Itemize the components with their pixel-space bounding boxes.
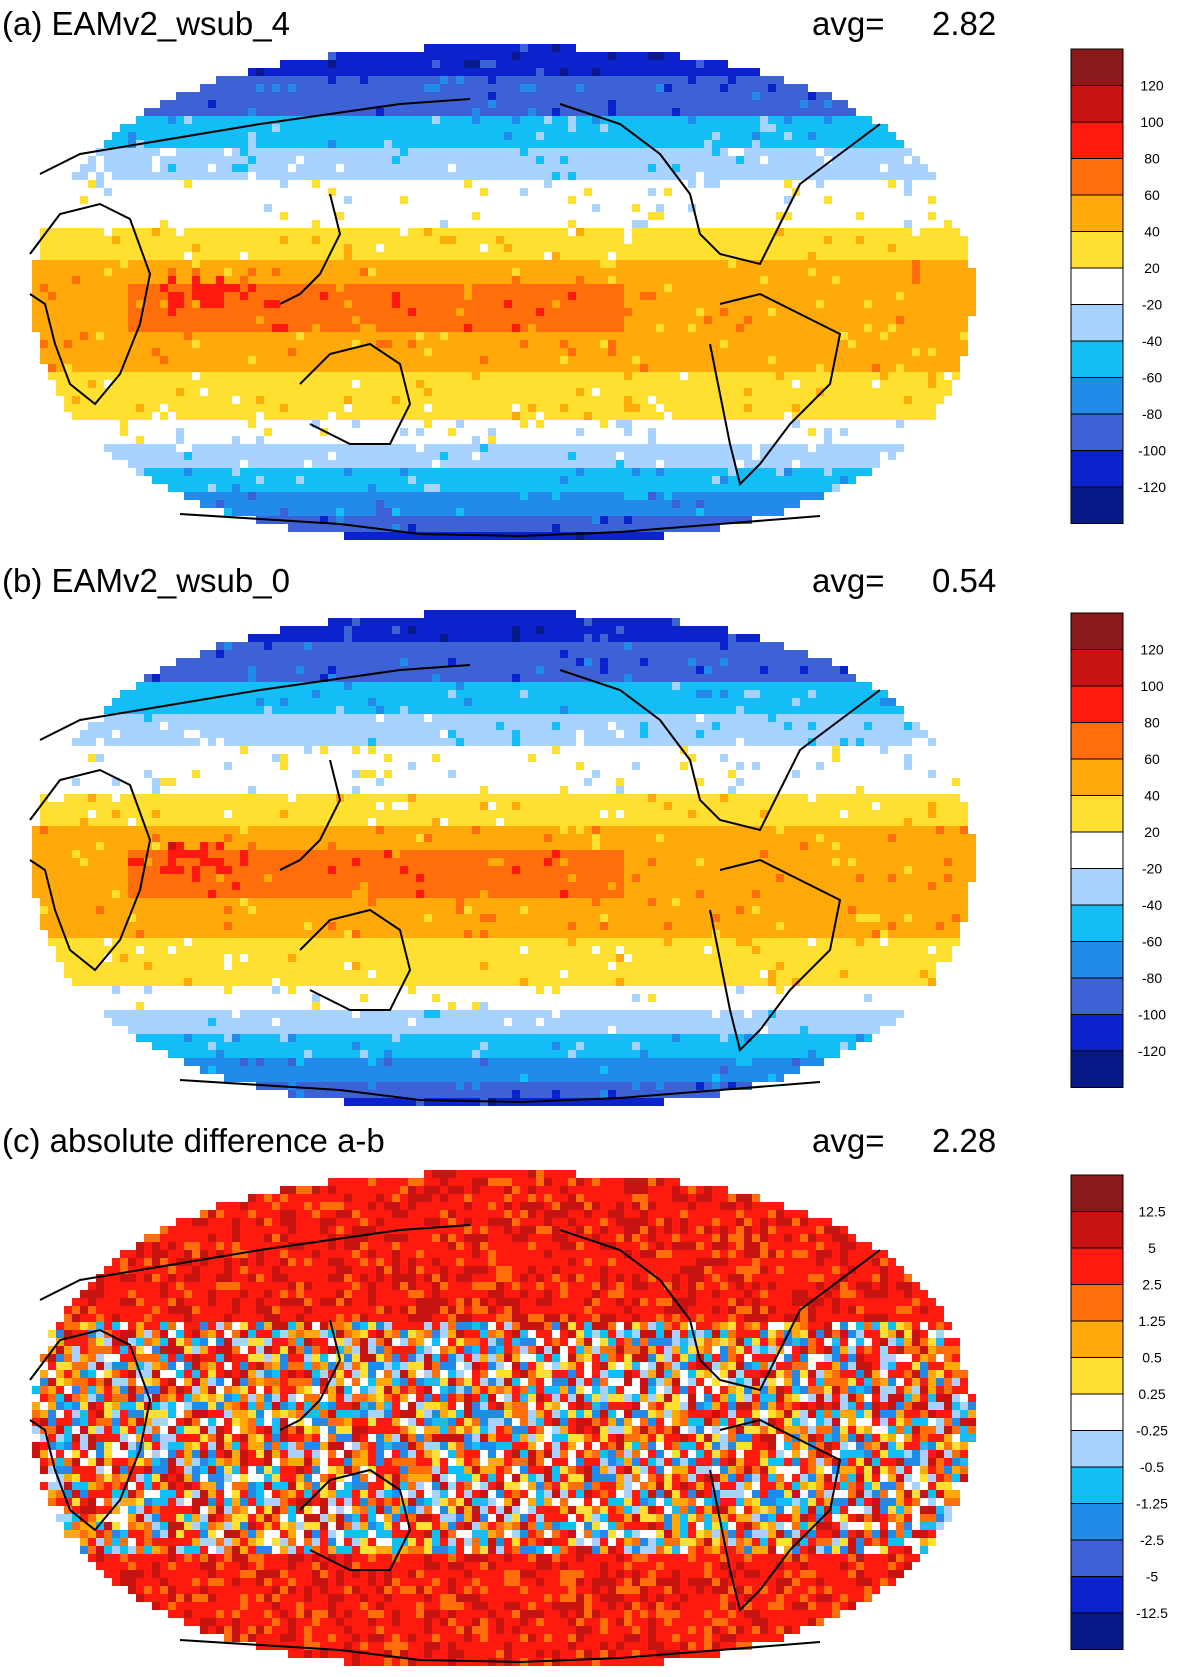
colorbar-tick-label: -1.25 — [1136, 1496, 1168, 1512]
coastlines — [29, 664, 881, 1104]
colorbar-tick-label: 20 — [1144, 824, 1160, 840]
colorbar-tick-label: 100 — [1140, 114, 1164, 130]
colorbar-swatch — [1070, 85, 1124, 123]
colorbar-swatch — [1070, 340, 1124, 378]
colorbar-tick-label: 60 — [1144, 751, 1160, 767]
coastlines — [29, 98, 881, 538]
colorbar-swatch — [1070, 1050, 1124, 1088]
colorbar-tick-label: -120 — [1138, 479, 1166, 495]
colorbar-swatch — [1070, 1612, 1124, 1650]
colorbar-swatch — [1070, 868, 1124, 906]
colorbar-tick-label: -12.5 — [1136, 1605, 1168, 1621]
colorbar-swatch — [1070, 413, 1124, 451]
colorbar-tick-label: 20 — [1144, 260, 1160, 276]
colorbar-tick-label: 100 — [1140, 678, 1164, 694]
colorbar-swatch — [1070, 1174, 1124, 1212]
map-field-cells — [32, 1170, 976, 1666]
colorbar-tick-label: -2.5 — [1140, 1532, 1164, 1548]
colorbar-swatch — [1070, 231, 1124, 269]
colorbar-swatch — [1070, 377, 1124, 415]
panel-b-colorbar: 120 100 80 60 40 20 -20 -40 -60 -80 -100 -120 — [1070, 612, 1166, 1088]
map-field-cells — [32, 44, 976, 540]
colorbar-tick-label: 1.25 — [1138, 1313, 1165, 1329]
colorbar-swatch — [1070, 1211, 1124, 1249]
colorbar-tick-label: 0.5 — [1142, 1350, 1162, 1366]
panel-b-avg-value: 0.54 — [932, 562, 997, 599]
colorbar-swatch — [1070, 977, 1124, 1015]
colorbar-tick-label: 80 — [1144, 715, 1160, 731]
colorbar-tick-label: -40 — [1142, 333, 1162, 349]
panel-c-title: (c) absolute difference a-b — [2, 1122, 385, 1159]
panel-a-avg-label: avg= — [812, 5, 885, 42]
colorbar-tick-label: -0.25 — [1136, 1423, 1168, 1439]
colorbar-tick-label: -60 — [1142, 370, 1162, 386]
colorbar-swatch — [1070, 1430, 1124, 1468]
colorbar-swatch — [1070, 1393, 1124, 1431]
colorbar-swatch — [1070, 941, 1124, 979]
panel-c-avg-value: 2.28 — [932, 1122, 997, 1159]
colorbar-swatch — [1070, 1357, 1124, 1395]
colorbar-tick-label: -120 — [1138, 1043, 1166, 1059]
panel-c-map — [29, 1170, 976, 1666]
colorbar-swatch — [1070, 1247, 1124, 1285]
colorbar-swatch — [1070, 1466, 1124, 1504]
colorbar-tick-label: 120 — [1140, 642, 1164, 658]
panel-b-title: (b) EAMv2_wsub_0 — [2, 562, 290, 599]
colorbar-tick-label: -20 — [1142, 861, 1162, 877]
colorbar-swatch — [1070, 194, 1124, 232]
colorbar-tick-label: 0.25 — [1138, 1386, 1165, 1402]
colorbar-tick-label: 60 — [1144, 187, 1160, 203]
colorbar-swatch — [1070, 486, 1124, 524]
map-field-cells — [32, 610, 976, 1106]
colorbar-swatch — [1070, 758, 1124, 796]
colorbar-swatch — [1070, 304, 1124, 342]
panel-b-map — [29, 610, 976, 1106]
colorbar-swatch — [1070, 685, 1124, 723]
colorbar-tick-label: 120 — [1140, 78, 1164, 94]
colorbar-swatch — [1070, 1503, 1124, 1541]
colorbar-tick-label: 2.5 — [1142, 1277, 1162, 1293]
colorbar-tick-label: 40 — [1144, 224, 1160, 240]
colorbar-swatch — [1070, 267, 1124, 305]
colorbar-tick-label: 12.5 — [1138, 1204, 1165, 1220]
panel-a-title: (a) EAMv2_wsub_4 — [2, 5, 290, 42]
colorbar-tick-label: -100 — [1138, 1007, 1166, 1023]
colorbar-swatch — [1070, 612, 1124, 650]
colorbar-swatch — [1070, 1284, 1124, 1322]
colorbar-tick-label: -80 — [1142, 970, 1162, 986]
colorbar-tick-label: 80 — [1144, 151, 1160, 167]
panel-a-colorbar: 120 100 80 60 40 20 -20 -40 -60 -80 -100 -120 — [1070, 48, 1166, 524]
colorbar-tick-label: -5 — [1146, 1569, 1159, 1585]
colorbar-tick-label: -80 — [1142, 406, 1162, 422]
colorbar-tick-label: 5 — [1148, 1240, 1156, 1256]
colorbar-tick-label: 40 — [1144, 788, 1160, 804]
colorbar-swatch — [1070, 121, 1124, 159]
panel-a-map — [29, 44, 976, 540]
colorbar-tick-label: -20 — [1142, 297, 1162, 313]
colorbar-swatch — [1070, 722, 1124, 760]
panel-c-colorbar: 12.5 5 2.5 1.25 0.5 0.25 -0.25 -0.5 -1.25 -2.5 -5 -… — [1070, 1174, 1168, 1650]
colorbar-swatch — [1070, 1014, 1124, 1052]
colorbar-swatch — [1070, 1539, 1124, 1577]
colorbar-swatch — [1070, 649, 1124, 687]
colorbar-swatch — [1070, 904, 1124, 942]
colorbar-tick-label: -0.5 — [1140, 1459, 1164, 1475]
colorbar-tick-label: -60 — [1142, 934, 1162, 950]
colorbar-swatch — [1070, 831, 1124, 869]
colorbar-swatch — [1070, 48, 1124, 86]
colorbar-swatch — [1070, 450, 1124, 488]
colorbar-swatch — [1070, 795, 1124, 833]
panel-c-avg-label: avg= — [812, 1122, 885, 1159]
colorbar-swatch — [1070, 1576, 1124, 1614]
colorbar-tick-label: -40 — [1142, 897, 1162, 913]
panel-a-avg-value: 2.82 — [932, 5, 997, 42]
colorbar-swatch — [1070, 1320, 1124, 1358]
colorbar-swatch — [1070, 158, 1124, 196]
coastlines — [29, 1224, 881, 1664]
panel-b-avg-label: avg= — [812, 562, 885, 599]
colorbar-tick-label: -100 — [1138, 443, 1166, 459]
